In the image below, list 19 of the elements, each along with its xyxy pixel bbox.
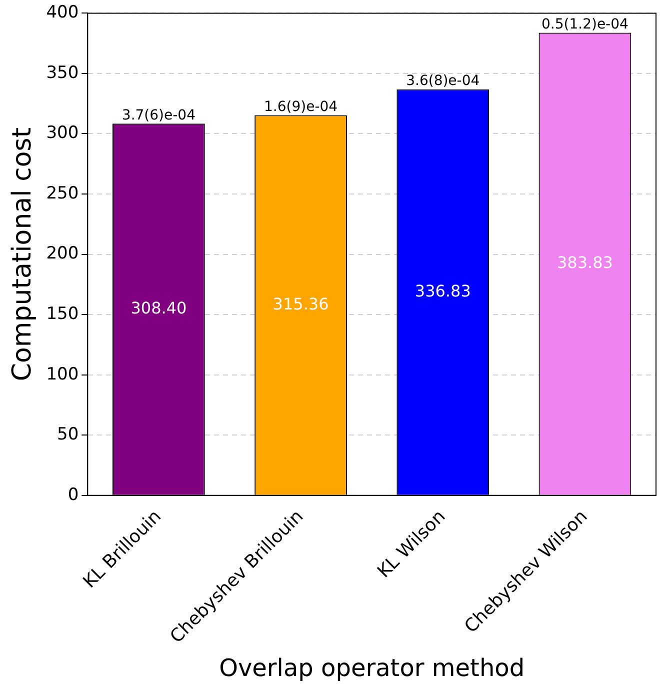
y-tick-label: 400 <box>46 2 79 23</box>
data-label: 336.83 <box>414 282 471 301</box>
data-label: 383.83 <box>556 253 613 272</box>
annotation: 3.6(8)e-04 <box>406 72 480 89</box>
y-tick-label: 100 <box>46 364 79 384</box>
y-tick-label: 200 <box>46 244 79 264</box>
y-tick-label: 350 <box>46 62 79 83</box>
y-tick-label: 0 <box>68 484 79 505</box>
annotation: 1.6(9)e-04 <box>264 98 338 115</box>
data-label: 315.36 <box>272 294 329 314</box>
y-tick-label: 300 <box>46 123 79 144</box>
y-tick-label: 250 <box>46 183 79 204</box>
annotation: 0.5(1.2)e-04 <box>541 16 629 32</box>
annotation: 3.7(6)e-04 <box>122 107 196 124</box>
x-axis-title: Overlap operator method <box>219 654 525 682</box>
y-tick-label: 50 <box>57 424 79 445</box>
data-label: 308.40 <box>130 298 187 318</box>
y-tick-label: 150 <box>46 304 79 324</box>
y-axis-title: Computational cost <box>7 127 38 382</box>
